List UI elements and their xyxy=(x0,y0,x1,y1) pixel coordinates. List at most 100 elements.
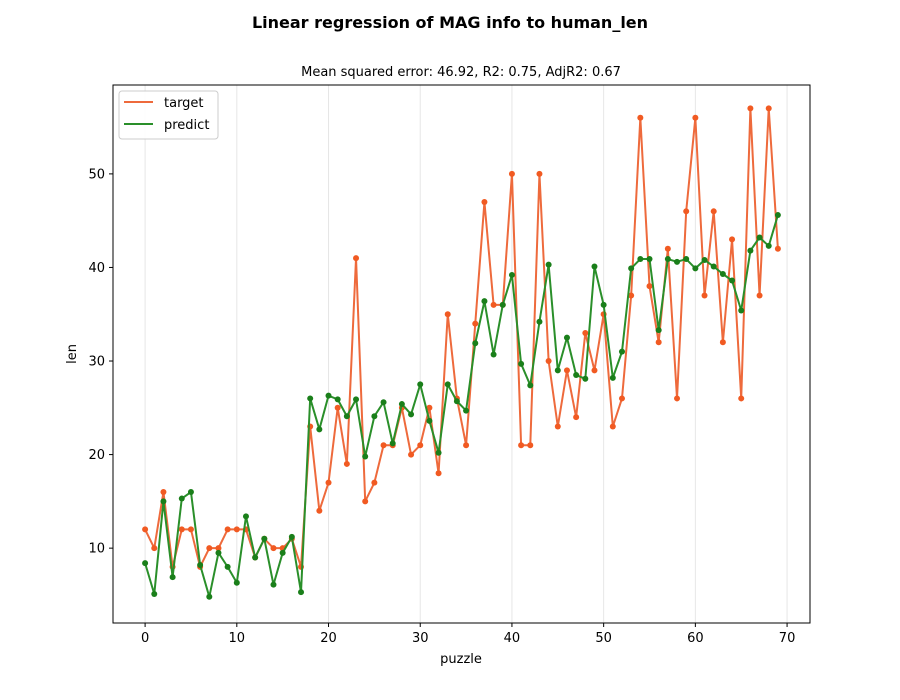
data-point-target xyxy=(343,460,350,467)
data-point-target xyxy=(490,301,497,308)
data-point-target xyxy=(554,423,561,430)
data-point-predict xyxy=(655,327,662,334)
y-axis: 10 20 30 40 50 xyxy=(88,167,113,557)
data-point-predict xyxy=(435,449,442,456)
data-point-predict xyxy=(591,263,598,270)
data-point-predict xyxy=(252,554,259,561)
data-point-target xyxy=(756,292,763,299)
x-tick-label: 60 xyxy=(687,631,704,646)
data-point-predict xyxy=(674,258,681,265)
data-point-target xyxy=(444,311,451,318)
data-point-predict xyxy=(536,318,543,325)
data-point-predict xyxy=(389,440,396,447)
data-point-target xyxy=(683,208,690,215)
y-tick-label: 20 xyxy=(88,448,105,463)
data-point-predict xyxy=(664,256,671,263)
data-point-predict xyxy=(618,348,625,355)
data-point-target xyxy=(674,395,681,402)
data-point-target xyxy=(380,442,387,449)
data-point-predict xyxy=(206,593,213,600)
data-point-predict xyxy=(270,581,277,588)
data-point-target xyxy=(747,105,754,112)
legend: target predict xyxy=(118,90,219,140)
data-point-predict xyxy=(600,301,607,308)
data-point-target xyxy=(582,329,589,336)
data-point-target xyxy=(481,198,488,205)
data-point-predict xyxy=(646,256,653,263)
data-point-predict xyxy=(637,256,644,263)
data-point-target xyxy=(325,479,332,486)
y-tick-label: 30 xyxy=(88,355,105,370)
data-point-target xyxy=(518,442,525,449)
plot-frame xyxy=(112,84,811,624)
data-point-target xyxy=(591,367,598,374)
data-point-predict xyxy=(371,413,378,420)
data-point-predict xyxy=(398,401,405,408)
data-point-predict xyxy=(362,453,369,460)
data-point-target xyxy=(729,236,736,243)
grid xyxy=(144,85,788,623)
data-point-predict xyxy=(298,589,305,596)
data-point-predict xyxy=(160,498,167,505)
data-point-target xyxy=(408,451,415,458)
x-tick-label: 20 xyxy=(320,631,337,646)
data-point-predict xyxy=(527,382,534,389)
data-point-target xyxy=(536,170,543,177)
data-point-predict xyxy=(481,298,488,305)
data-point-predict xyxy=(453,398,460,405)
data-point-predict xyxy=(343,413,350,420)
data-point-predict xyxy=(719,271,726,277)
data-point-predict xyxy=(279,549,286,556)
data-point-predict xyxy=(151,590,158,597)
x-tick-label: 0 xyxy=(141,631,149,646)
data-point-target xyxy=(160,489,167,496)
x-axis-label: puzzle xyxy=(440,652,482,667)
data-point-predict xyxy=(573,372,580,379)
data-point-predict xyxy=(316,426,323,433)
data-point-target xyxy=(233,526,240,533)
data-point-predict xyxy=(747,247,754,254)
data-point-predict xyxy=(508,271,515,278)
data-point-predict xyxy=(380,399,387,406)
data-point-predict xyxy=(288,533,295,540)
series-line-predict xyxy=(144,214,779,598)
data-point-predict xyxy=(426,417,433,424)
data-point-target xyxy=(463,442,470,449)
data-point-target xyxy=(178,526,185,533)
data-point-predict xyxy=(197,561,204,568)
data-point-predict xyxy=(444,381,451,388)
data-point-predict xyxy=(545,261,552,268)
data-point-target xyxy=(692,114,699,121)
data-point-target xyxy=(527,442,534,449)
data-point-target xyxy=(435,470,442,477)
data-point-predict xyxy=(765,242,772,249)
data-point-predict xyxy=(215,549,222,556)
data-point-target xyxy=(224,526,231,533)
y-tick-label: 40 xyxy=(88,261,105,276)
data-point-predict xyxy=(774,212,781,219)
data-point-predict xyxy=(353,396,360,403)
data-point-predict xyxy=(683,256,690,263)
y-axis-label: len xyxy=(65,344,80,364)
data-point-target xyxy=(508,170,515,177)
data-point-target xyxy=(719,339,726,346)
data-point-target xyxy=(655,339,662,346)
series-layer xyxy=(142,105,781,600)
data-point-target xyxy=(609,423,616,430)
data-point-predict xyxy=(518,360,525,367)
series-predict xyxy=(142,212,781,600)
data-point-target xyxy=(618,395,625,402)
data-point-target xyxy=(738,395,745,402)
data-point-target xyxy=(215,545,222,552)
x-tick-label: 10 xyxy=(229,631,246,646)
data-point-target xyxy=(353,255,360,262)
data-point-predict xyxy=(490,351,497,358)
data-point-predict xyxy=(142,560,149,567)
data-point-predict xyxy=(307,395,314,402)
data-point-predict xyxy=(756,234,763,241)
data-point-target xyxy=(701,292,708,299)
data-point-predict xyxy=(563,334,570,341)
chart-subtitle: Mean squared error: 46.92, R2: 0.75, Adj… xyxy=(301,65,621,80)
x-tick-label: 50 xyxy=(595,631,612,646)
